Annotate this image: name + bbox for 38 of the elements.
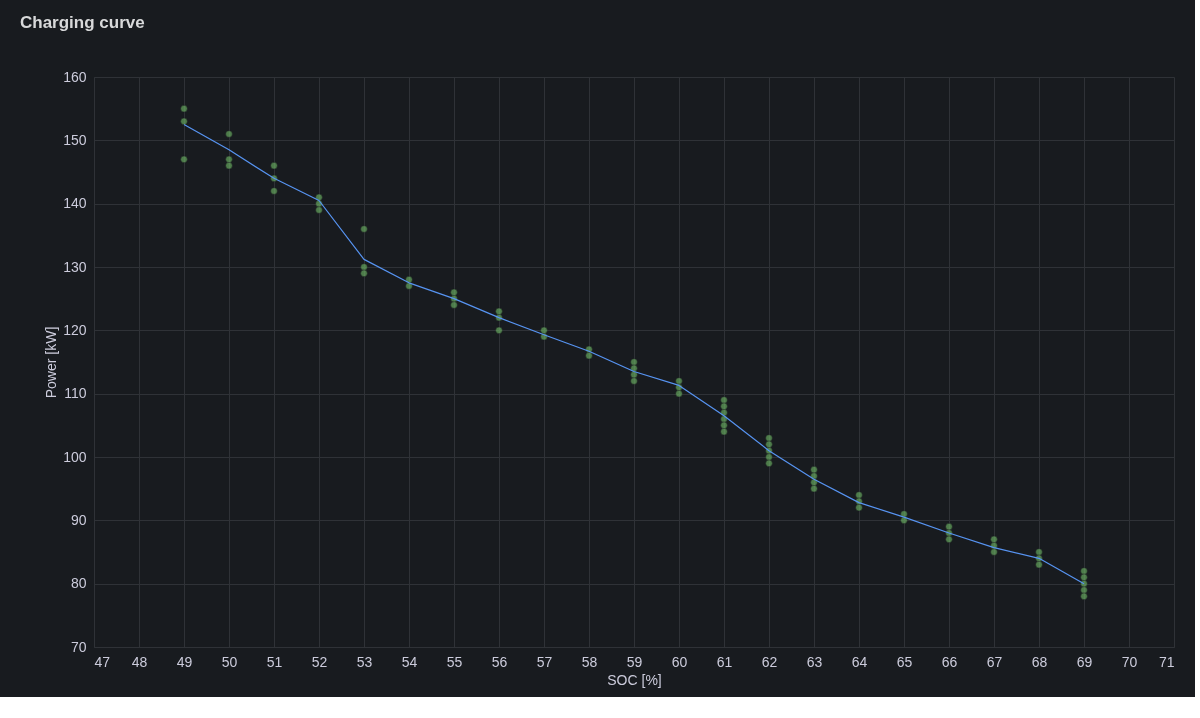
y-axis-title: Power [kW] [43, 326, 60, 399]
y-tick-label: 140 [63, 195, 87, 212]
x-tick-label: 50 [221, 653, 238, 670]
x-tick-label: 61 [716, 653, 733, 670]
x-tick-label: 51 [266, 653, 283, 670]
y-tick-label: 90 [70, 511, 87, 528]
chart-title: Charging curve [20, 13, 145, 32]
x-tick-label: 53 [356, 653, 373, 670]
x-tick-label: 52 [311, 653, 328, 670]
y-tick-label: 130 [63, 258, 87, 275]
x-tick-label: 65 [896, 653, 913, 670]
y-tick-label: 120 [63, 321, 87, 338]
x-tick-label: 57 [536, 653, 553, 670]
x-tick-label: 59 [626, 653, 643, 670]
x-tick-label: 49 [176, 653, 193, 670]
y-tick-label: 150 [63, 131, 87, 148]
x-tick-label: 69 [1076, 653, 1093, 670]
x-tick-label: 67 [986, 653, 1003, 670]
x-tick-label: 71 [1158, 653, 1175, 670]
y-tick-label: 100 [63, 448, 87, 465]
y-tick-label: 160 [63, 68, 87, 85]
x-tick-label: 68 [1031, 653, 1048, 670]
x-tick-label: 56 [491, 653, 508, 670]
x-tick-label: 62 [761, 653, 778, 670]
x-tick-label: 60 [671, 653, 688, 670]
x-tick-label: 47 [94, 653, 111, 670]
x-tick-label: 55 [446, 653, 463, 670]
x-tick-label: 66 [941, 653, 958, 670]
x-tick-label: 63 [806, 653, 823, 670]
x-axis-title: SOC [%] [607, 671, 662, 688]
y-tick-label: 70 [70, 638, 87, 655]
x-tick-label: 48 [131, 653, 148, 670]
x-tick-label: 54 [401, 653, 418, 670]
y-tick-label: 80 [70, 575, 87, 592]
y-tick-label: 110 [64, 385, 87, 402]
x-tick-label: 70 [1121, 653, 1138, 670]
x-tick-label: 58 [581, 653, 598, 670]
x-tick-label: 64 [851, 653, 868, 670]
